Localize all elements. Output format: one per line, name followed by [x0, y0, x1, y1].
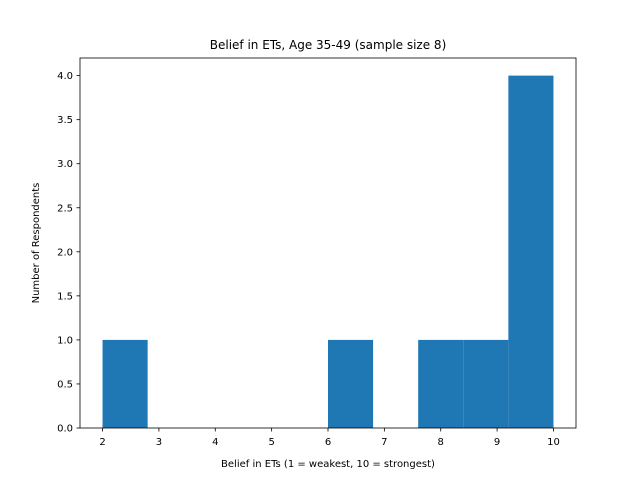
histogram-bar-0	[102, 339, 148, 428]
y-tick-label: 1.5	[57, 291, 73, 302]
y-tick-label: 3.5	[57, 115, 73, 126]
plot-frame	[79, 57, 577, 429]
y-tick-label: 0.5	[57, 379, 73, 390]
y-tick-label: 3.0	[57, 159, 73, 170]
y-tick-label: 2.0	[57, 247, 73, 258]
histogram-bar-9	[508, 75, 554, 428]
x-tick-label: 10	[547, 437, 560, 448]
histogram-bar-8	[463, 339, 509, 428]
x-tick-label: 2	[99, 437, 105, 448]
y-axis-label: Number of Respondents	[31, 183, 42, 304]
y-tick-label: 2.5	[57, 203, 73, 214]
x-tick-label: 8	[438, 437, 444, 448]
x-tick-label: 4	[212, 437, 218, 448]
y-axis-ticks: 0.0 0.5 1.0 1.5 2.0 2.5 3.0 3.5 4.0	[57, 71, 80, 435]
y-tick-label: 4.0	[57, 71, 73, 82]
x-tick-label: 7	[381, 437, 387, 448]
chart-title: Belief in ETs, Age 35-49 (sample size 8)	[210, 38, 447, 52]
y-tick-label: 0.0	[57, 424, 73, 435]
histogram-bar-7	[418, 339, 464, 428]
x-tick-label: 3	[156, 437, 162, 448]
x-tick-label: 6	[325, 437, 331, 448]
bars-group	[102, 75, 554, 428]
x-tick-label: 9	[494, 437, 500, 448]
x-tick-label: 5	[268, 437, 274, 448]
x-axis-ticks: 2 3 4 5 6 7 8 9 10	[99, 428, 560, 448]
y-tick-label: 1.0	[57, 335, 73, 346]
x-axis-label: Belief in ETs (1 = weakest, 10 = stronge…	[221, 459, 435, 470]
histogram-bar-5	[328, 339, 374, 428]
